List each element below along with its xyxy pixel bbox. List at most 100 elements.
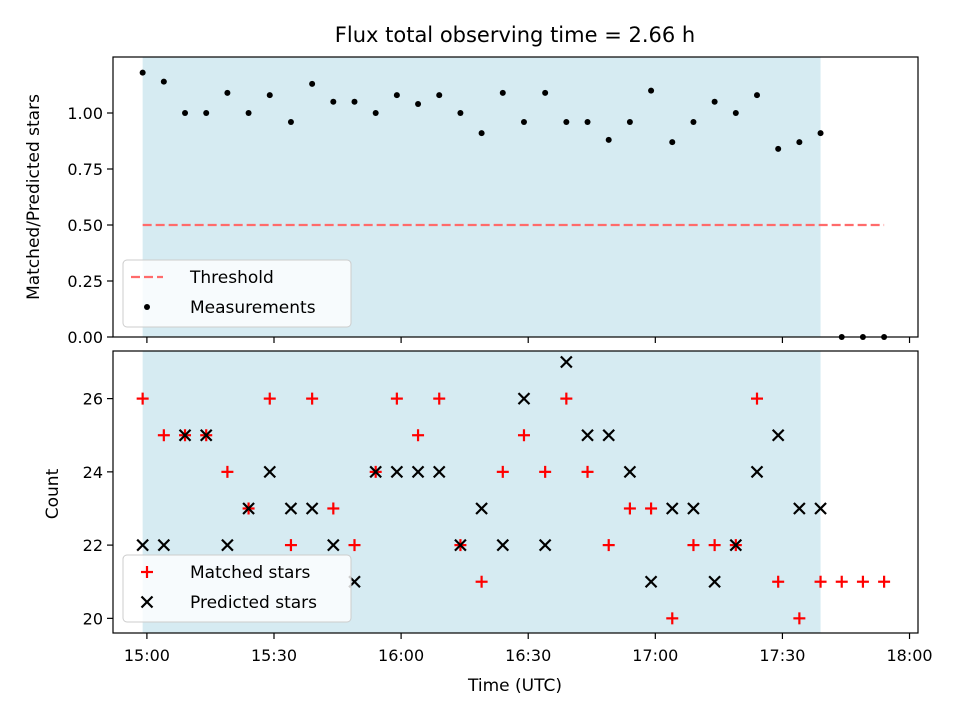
matched-star-point [751,392,763,405]
predicted-star-point [665,502,679,515]
y-tick-label: 0.25 [67,272,103,291]
measurement-point [436,92,443,99]
predicted-star-point [793,502,806,515]
predicted-star-point [687,502,700,515]
matched-star-point [602,539,615,552]
legend-label: Matched stars [190,563,310,583]
predicted-star-point [432,465,446,479]
matched-star-point [348,539,361,552]
x-axis-label: Time (UTC) [467,676,562,696]
predicted-star-point [221,538,234,552]
matched-star-point [772,575,785,588]
axes-frame [112,56,919,338]
matched-star-point [835,575,848,588]
measurement-point [245,110,252,116]
x-tick-label: 15:00 [124,646,170,665]
top-y-axis-label: Matched/Predicted stars [24,94,44,300]
legend-label: Threshold [189,268,274,288]
measurement-point [690,118,697,125]
legend-label: Predicted stars [190,593,317,613]
matched-star-point [666,612,679,625]
matched-star-point [157,429,170,442]
measurement-point [393,92,400,99]
measurement-point [520,118,527,125]
y-tick-label: 24 [83,463,103,482]
measurement-point [182,110,189,116]
predicted-star-point [517,392,531,405]
top-panel: 0.00 0.25 0.50 0.75 1.00 Threshold Measurement… [67,56,919,347]
matched-star-point [412,429,425,442]
measurement-point [754,92,760,99]
matched-star-point [793,612,806,625]
legend-matched-swatch [141,566,153,578]
x-tick-label: 16:30 [505,646,551,665]
measurement-point [711,98,718,105]
predicted-star-point [750,465,764,479]
bottom-panel: 20 22 24 26 15:00 15:30 16:00 16:30 17:00 17:30 18… [83,350,933,665]
predicted-star-point [411,465,425,479]
measurement-point [669,139,676,146]
predicted-star-point [538,538,552,552]
matched-star-point [284,539,297,552]
x-tick-label: 18:00 [886,646,932,665]
predicted-star-point [284,502,298,515]
y-tick-label: 1.00 [67,104,103,123]
x-tick-label: 17:30 [759,646,805,665]
measurement-point [563,118,570,125]
measurement-point [203,110,210,116]
matched-star-point [136,392,149,405]
measurement-point [160,78,167,85]
predicted-star-point [560,355,573,369]
predicted-star-point [708,575,721,589]
bottom-y-axis-label: Count [43,468,63,519]
y-tick-label: 22 [83,536,103,555]
matched-star-point [221,465,234,478]
y-tick-label: 26 [83,390,103,409]
measurement-point [351,98,358,105]
measurement-point [859,334,866,340]
top-legend: Threshold Measurements [122,259,352,328]
matched-star-point [306,392,319,405]
matched-star-point [496,465,509,478]
matched-star-point [517,429,530,442]
measurement-point [457,110,464,116]
measurement-point [478,130,485,137]
measurement-point [139,69,146,76]
measurement-point [224,89,231,96]
legend-box [122,554,352,623]
predicted-star-point [178,428,192,442]
predicted-star-point [771,428,785,442]
measurement-point [499,89,506,96]
measurement-point [775,145,782,152]
matched-star-point [708,539,721,552]
measurement-point [817,130,824,137]
measurement-point [287,118,294,125]
predicted-star-point [475,502,488,515]
measurement-point [626,118,633,125]
predicted-star-point [136,538,149,552]
matched-star-point [539,465,552,478]
predicted-star-point [157,538,171,552]
measurement-point [330,98,337,105]
predicted-star-point [327,538,340,552]
y-tick-label: 20 [83,609,103,628]
measurement-point [605,136,612,143]
y-tick-label: 0.00 [67,328,103,347]
axes-frame [112,350,919,634]
matched-star-point [433,392,446,405]
matched-star-point [878,575,891,588]
predicted-star-point [305,502,319,515]
predicted-star-point [390,465,404,479]
predicted-star-point [242,502,255,515]
measurement-point [584,118,591,125]
predicted-star-point [602,428,615,442]
matched-star-point [645,502,658,515]
matched-star-point [814,575,827,588]
predicted-star-point [199,428,213,442]
x-tick-label: 15:30 [251,646,297,665]
predicted-star-point [814,502,827,515]
measurement-point [542,89,549,96]
legend-label: Measurements [190,298,316,318]
measurement-point [372,110,379,116]
